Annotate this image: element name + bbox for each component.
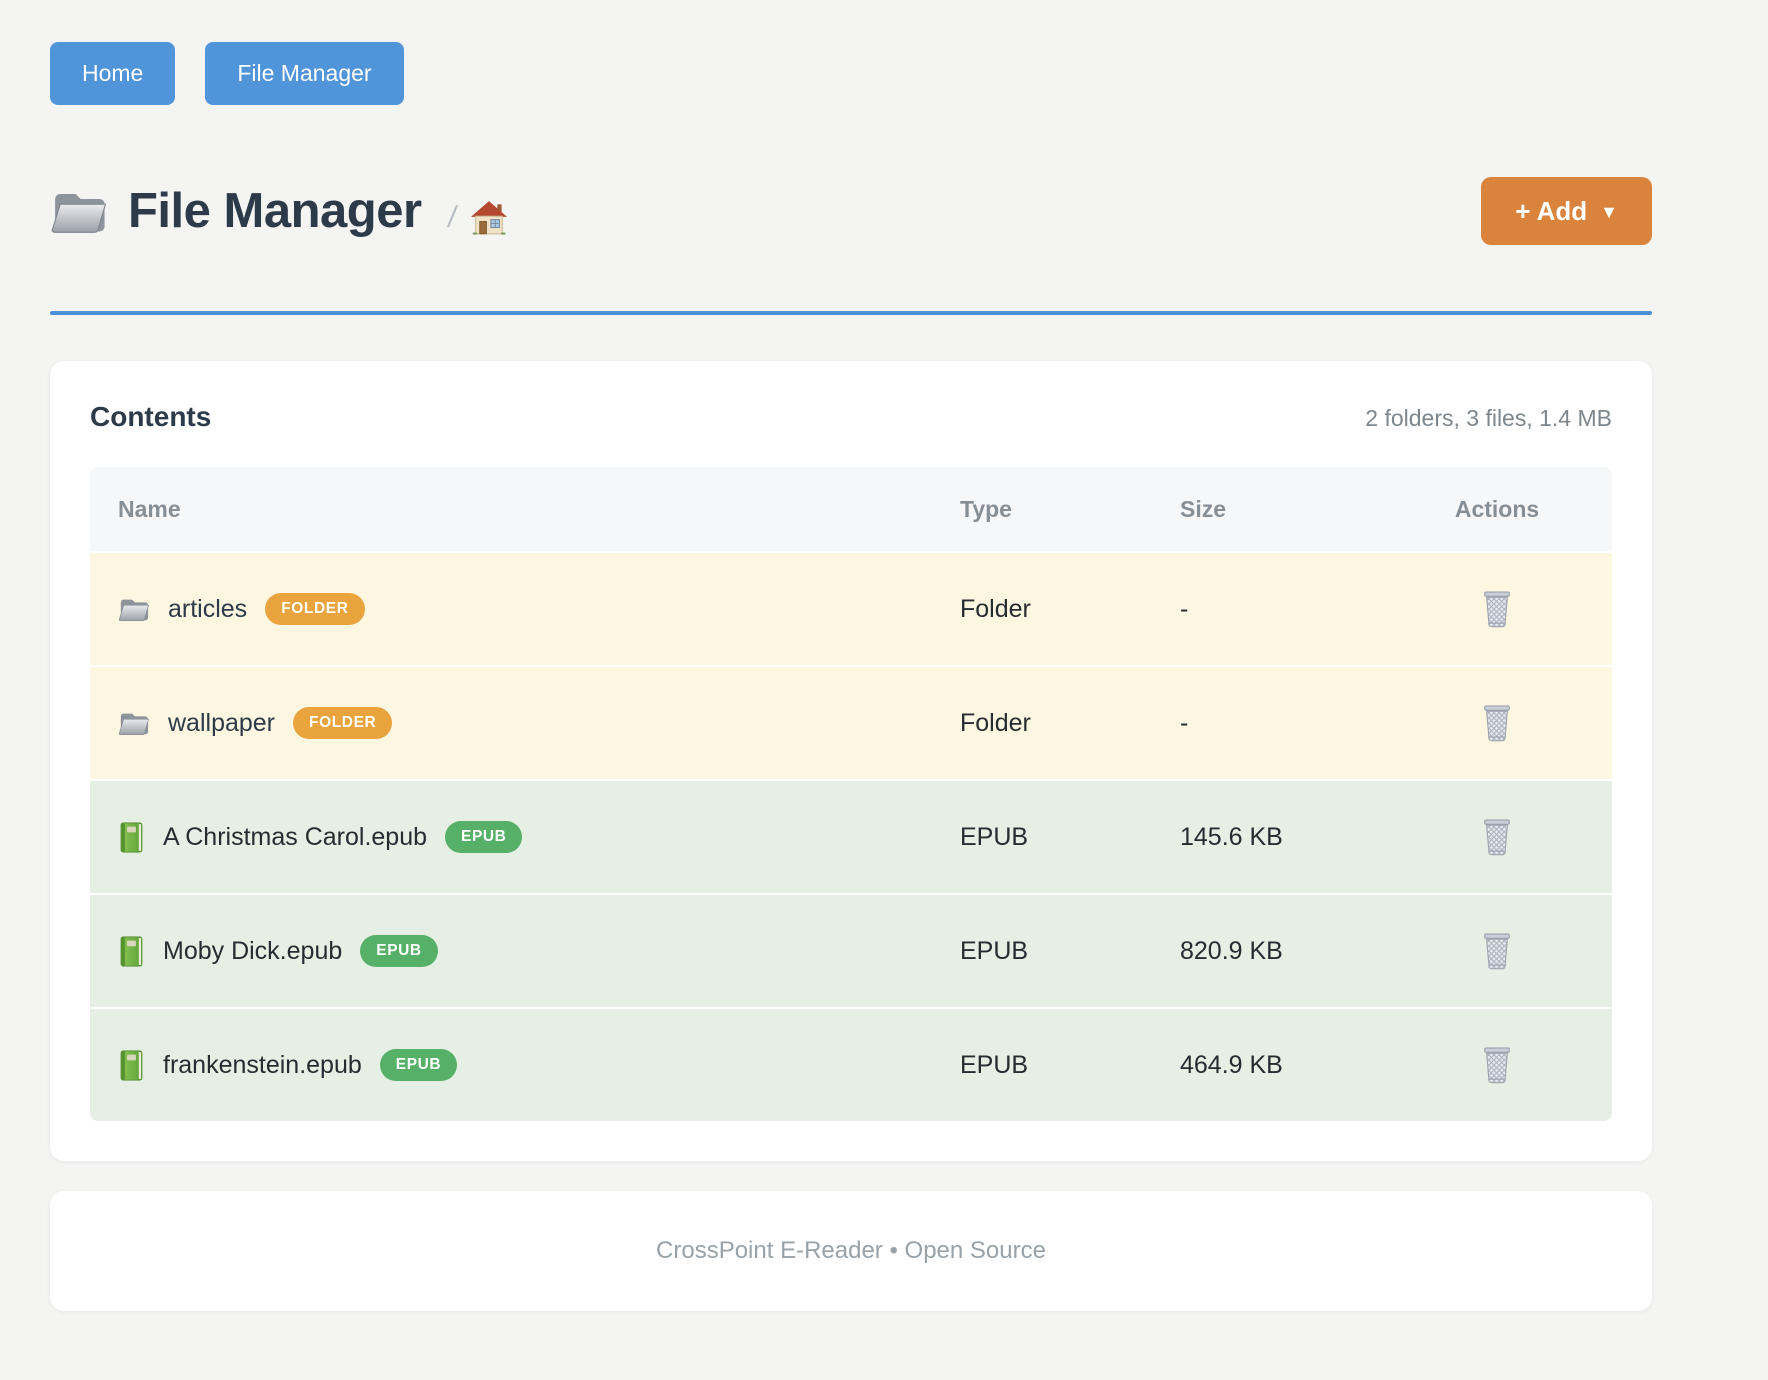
footer-card: CrossPoint E-Reader • Open Source (50, 1191, 1652, 1311)
green-book-icon (118, 822, 145, 853)
item-type: Folder (960, 708, 1031, 737)
table-row-frankenstein[interactable]: frankenstein.epub EPUB EPUB 464.9 KB (90, 1009, 1612, 1121)
folder-badge: FOLDER (265, 593, 365, 625)
item-name-link[interactable]: articles (168, 594, 248, 623)
green-book-icon (118, 936, 145, 967)
table-row-moby-dick[interactable]: Moby Dick.epub EPUB EPUB 820.9 KB (90, 895, 1612, 1007)
delete-button[interactable] (1477, 929, 1517, 974)
item-size: - (1180, 708, 1189, 737)
page-header: File Manager / + Add ▼ (50, 177, 1652, 245)
delete-button[interactable] (1477, 587, 1517, 632)
breadcrumb-separator: / (445, 201, 459, 234)
file-manager-button[interactable]: File Manager (205, 42, 404, 105)
item-type: EPUB (960, 1050, 1029, 1079)
column-header-actions: Actions (1454, 495, 1540, 522)
folder-icon (118, 708, 150, 738)
column-header-name: Name (118, 495, 181, 522)
table-row-articles[interactable]: articles FOLDER Folder - (90, 553, 1612, 665)
column-header-type: Type (960, 495, 1012, 522)
breadcrumb-home-link[interactable] (470, 200, 508, 236)
wastebasket-icon (1481, 591, 1513, 628)
table-row-christmas-carol[interactable]: A Christmas Carol.epub EPUB EPUB 145.6 K… (90, 781, 1612, 893)
item-name-link[interactable]: wallpaper (168, 708, 276, 737)
wastebasket-icon (1481, 1047, 1513, 1084)
item-size: 145.6 KB (1180, 822, 1283, 851)
title-divider (50, 311, 1652, 315)
folder-icon (50, 185, 108, 237)
card-title: Contents (90, 401, 212, 432)
table-header-row: Name Type Size Actions (90, 467, 1612, 551)
epub-badge: EPUB (445, 821, 523, 853)
item-size: 464.9 KB (1180, 1050, 1283, 1079)
item-size: - (1180, 594, 1189, 623)
delete-button[interactable] (1477, 701, 1517, 746)
folder-icon (118, 594, 150, 624)
top-nav: Home File Manager (50, 42, 1652, 105)
epub-badge: EPUB (379, 1049, 458, 1081)
item-type: EPUB (960, 936, 1029, 965)
add-button[interactable]: + Add ▼ (1481, 177, 1652, 245)
house-icon (470, 200, 508, 236)
contents-card: Contents 2 folders, 3 files, 1.4 MB Name… (50, 361, 1652, 1161)
item-size: 820.9 KB (1180, 936, 1283, 965)
wastebasket-icon (1481, 705, 1513, 742)
wastebasket-icon (1481, 933, 1513, 970)
caret-down-icon: ▼ (1600, 202, 1618, 222)
home-button[interactable]: Home (50, 42, 176, 105)
item-name-link[interactable]: frankenstein.epub (163, 1050, 362, 1079)
delete-button[interactable] (1477, 1043, 1517, 1088)
breadcrumb: / (445, 200, 508, 236)
delete-button[interactable] (1477, 815, 1517, 860)
item-name-link[interactable]: Moby Dick.epub (163, 936, 343, 965)
file-table: Name Type Size Actions articles FOLDER F… (90, 467, 1612, 1121)
footer-text: CrossPoint E-Reader • Open Source (656, 1237, 1046, 1264)
table-row-wallpaper[interactable]: wallpaper FOLDER Folder - (90, 667, 1612, 779)
contents-summary: 2 folders, 3 files, 1.4 MB (1365, 405, 1612, 431)
green-book-icon (118, 1050, 145, 1081)
item-name-link[interactable]: A Christmas Carol.epub (163, 822, 428, 851)
item-type: EPUB (960, 822, 1029, 851)
wastebasket-icon (1481, 819, 1513, 856)
item-type: Folder (960, 594, 1031, 623)
page-title: File Manager (128, 184, 422, 238)
folder-badge: FOLDER (293, 707, 393, 739)
add-button-label: + Add (1515, 196, 1588, 226)
epub-badge: EPUB (360, 935, 438, 967)
column-header-size: Size (1180, 495, 1227, 522)
